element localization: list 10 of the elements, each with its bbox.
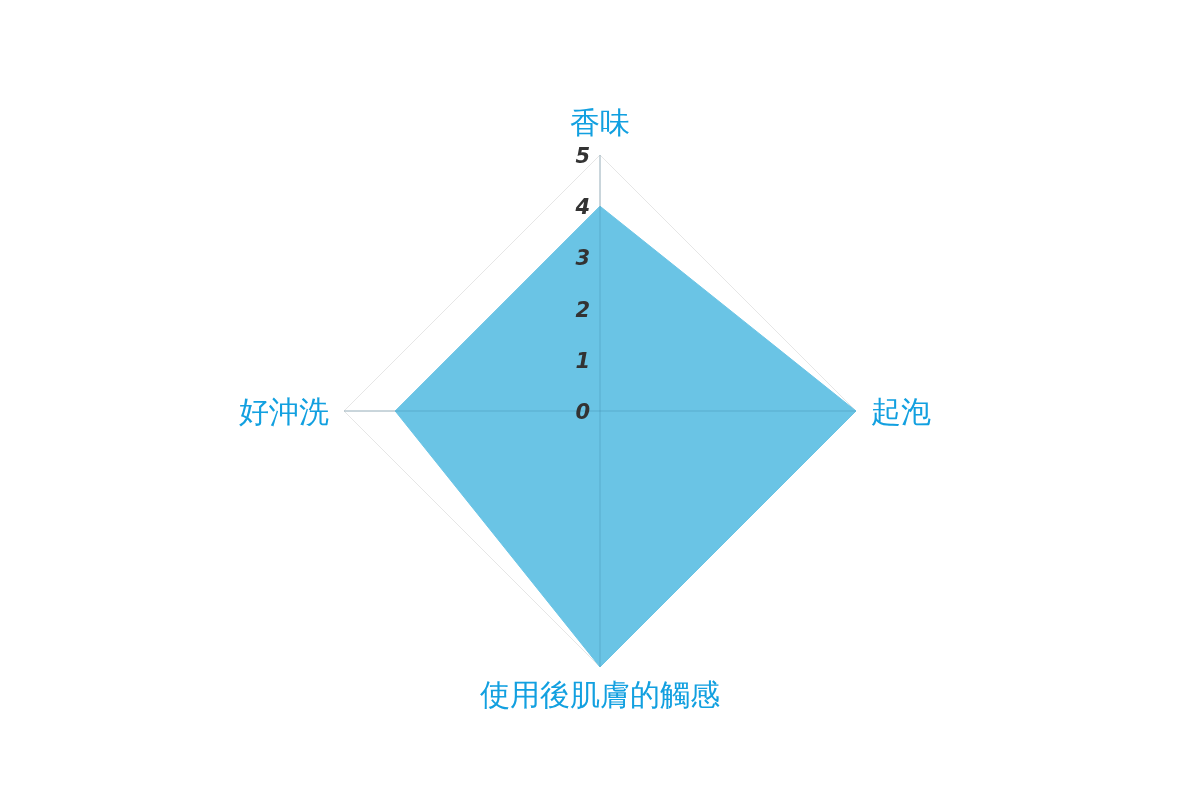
spoke-label: 起泡 bbox=[871, 394, 931, 429]
y-tick-label: 4 bbox=[574, 195, 590, 220]
y-tick-label: 0 bbox=[575, 400, 590, 424]
spoke-label: 香味 bbox=[570, 105, 630, 140]
y-tick-label: 3 bbox=[575, 246, 590, 271]
y-tick-label: 2 bbox=[575, 297, 590, 322]
spoke-label: 好沖洗 bbox=[239, 394, 329, 429]
y-tick-label: 1 bbox=[575, 348, 590, 373]
y-tick-label: 5 bbox=[575, 144, 590, 168]
spoke-label: 使用後肌膚的觸感 bbox=[480, 677, 720, 712]
